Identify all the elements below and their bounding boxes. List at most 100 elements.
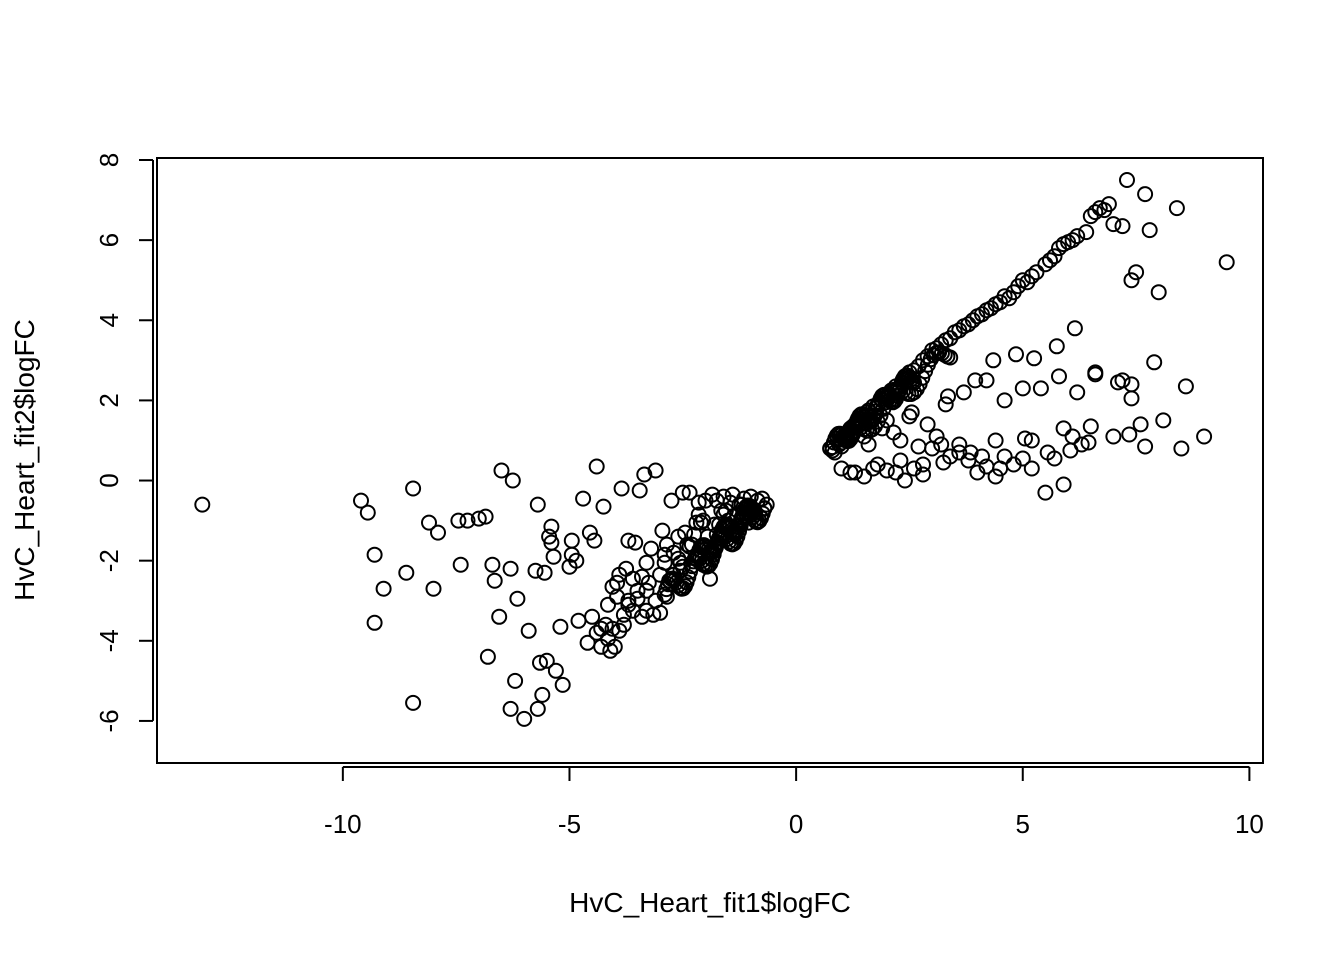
data-point [620,592,637,609]
data-point [479,648,496,665]
y-tick-label: 2 [94,393,124,407]
data-point [529,496,546,513]
data-point [1155,412,1172,429]
y-tick-label: 0 [94,473,124,487]
data-point [935,454,952,471]
data-point [527,562,544,579]
data-point [677,524,694,541]
data-point [640,574,657,591]
data-point [450,512,467,529]
data-point [600,630,616,647]
data-point [919,416,936,433]
data-point [856,468,873,485]
data-point [937,396,954,413]
data-point [1032,380,1049,397]
data-point [915,466,931,483]
data-point [951,444,968,461]
data-point [502,700,519,717]
data-point [398,564,415,581]
data-point [865,460,882,477]
data-point [459,512,476,529]
data-point [421,514,437,531]
data-point [1177,378,1194,395]
x-tick-label: 0 [789,809,803,839]
data-point [1196,428,1213,445]
data-point [602,642,619,659]
data-point [681,484,698,501]
data-point [1087,204,1104,221]
data-point [643,540,660,557]
data-point [987,432,1004,449]
plot-frame [156,157,1264,764]
data-point [620,532,637,549]
data-point [1123,272,1140,289]
data-point [1048,338,1065,355]
data-point [951,436,968,453]
data-point [1051,368,1067,385]
data-point [1066,320,1083,337]
data-point [690,506,707,523]
data-point [960,316,977,333]
data-point [674,484,691,501]
data-point [1110,374,1126,391]
data-point [452,556,469,573]
data-point [563,532,580,549]
data-point [430,524,446,541]
data-point [1017,430,1033,447]
y-tick-label: -2 [94,549,124,572]
data-point [194,496,211,513]
data-point [928,428,945,445]
data-point [502,560,519,577]
data-point [688,514,705,531]
x-tick-label: -5 [558,809,581,839]
data-point [405,480,422,497]
data-point [1069,384,1086,401]
data-point [604,620,621,637]
data-point [1014,450,1031,467]
data-point [1023,268,1040,285]
data-point [663,492,680,509]
data-point [1064,428,1081,445]
data-point [652,604,669,621]
data-point [624,570,641,587]
data-point [405,694,422,711]
data-point [645,606,662,623]
data-point [985,352,1002,369]
data-point [1168,200,1185,217]
data-point [477,508,494,525]
data-point [534,686,551,703]
data-point [744,500,761,517]
data-point [470,510,487,527]
y-tick-label: 8 [94,153,124,167]
data-point [545,548,562,565]
data-point [1055,420,1072,437]
data-point [1042,252,1058,269]
data-point [595,498,612,515]
data-point [516,710,533,727]
data-point [967,372,984,389]
y-tick-label: -4 [94,629,124,652]
data-point [547,662,564,679]
data-point [493,462,510,479]
data-point [697,492,714,509]
y-tick-label: 4 [94,313,124,327]
data-point [366,546,383,563]
data-point [1121,426,1138,443]
data-point [615,616,632,633]
data-point [613,480,630,497]
data-point [896,472,913,489]
data-point [987,468,1004,485]
data-point [847,464,863,481]
data-point [1150,284,1167,301]
data-point [658,588,675,605]
data-point [1026,350,1043,367]
data-point [1173,440,1190,457]
data-point [690,494,707,511]
data-point [1028,264,1045,281]
data-point [586,532,603,549]
y-axis: -6 -4 -2 0 2 4 6 8 [94,153,154,732]
x-axis-title: HvC_Heart_fit1$logFC [569,887,851,918]
data-point [375,580,392,597]
data-point [366,614,383,631]
data-point [962,444,979,461]
